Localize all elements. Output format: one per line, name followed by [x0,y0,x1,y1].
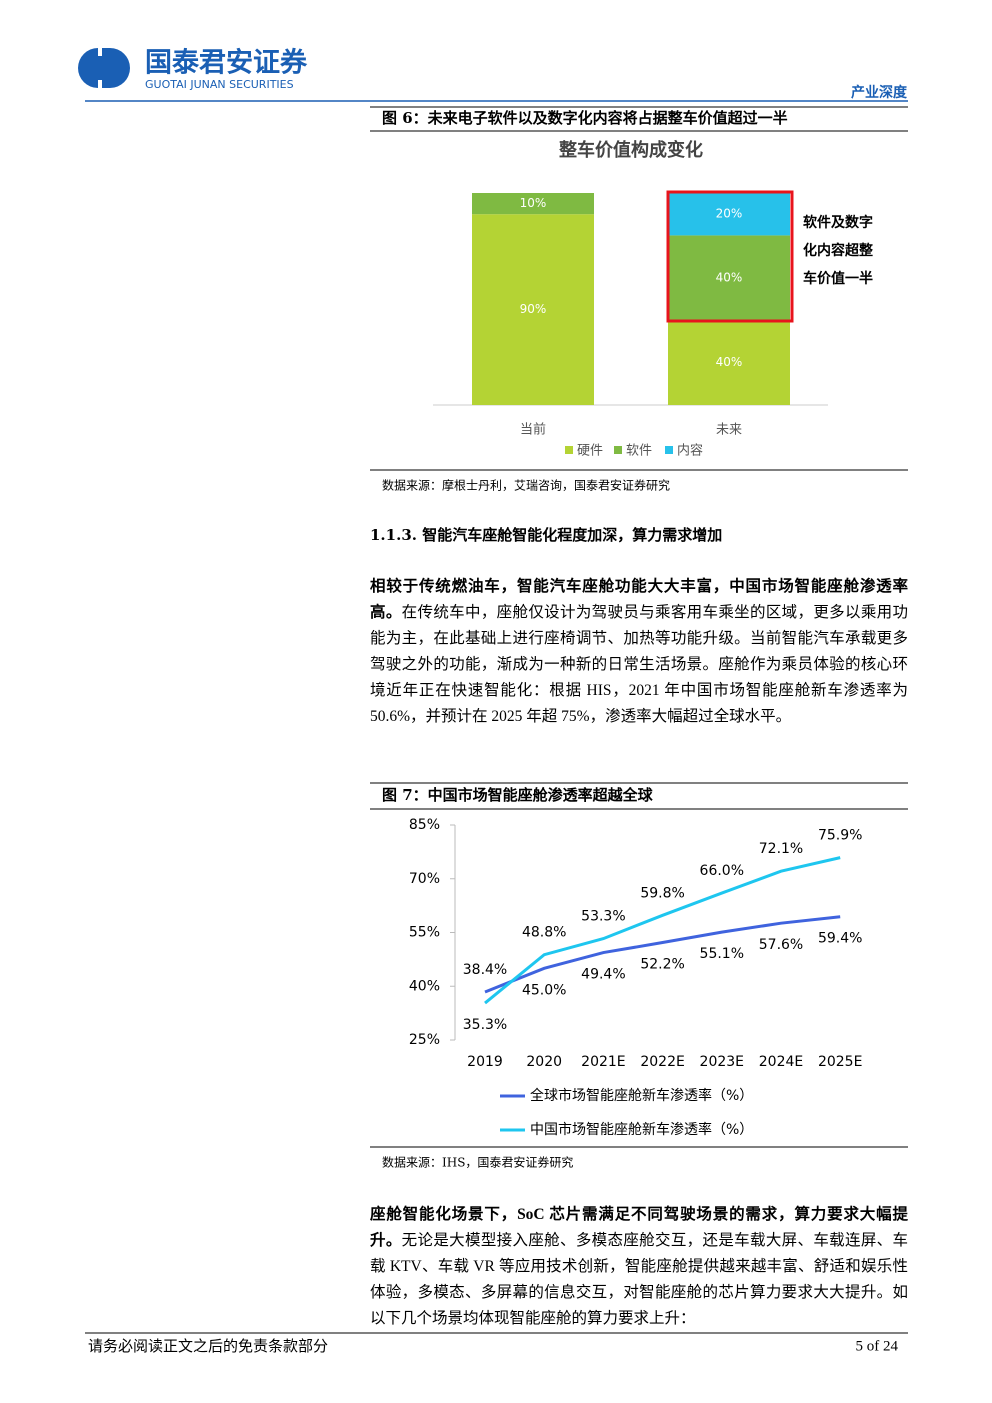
line [484,856,841,1005]
bar-segment [668,193,790,236]
value-label: 48.8% [522,925,566,941]
value-label: 75.9% [818,828,862,844]
tag: 产业深度 [851,84,908,101]
value-label: 35.3% [463,1017,507,1033]
legend-swatch [565,446,573,454]
section-heading: 1.1.3. 智能汽车座舱智能化程度加深，算力需求增加 [370,526,722,544]
annotation: 车价值一半 [803,270,873,287]
caption: 图 6：未来电子软件以及数字化内容将占据整车价值超过一半 [382,109,788,127]
value-label: 59.4% [818,931,862,947]
value-label: 90% [520,302,547,316]
value-label: 57.6% [759,937,803,953]
x-tick-label: 2020 [526,1054,562,1070]
y-tick-label: 70% [409,871,440,887]
line [484,915,841,994]
chart-title: 整车价值构成变化 [558,139,703,161]
bar-segment [668,320,790,405]
legend-label: 硬件 [577,444,603,459]
highlight-box [666,190,794,323]
source: 数据来源：摩根士丹利，艾瑞咨询，国泰君安证券研究 [382,478,670,493]
bar-segment [472,193,594,215]
x-tick-label: 2024E [759,1054,803,1070]
legend-label: 软件 [626,444,652,459]
paragraph: 相较于传统燃油车，智能汽车座舱功能大大丰富，中国市场智能座舱渗透率高。在传统车中… [370,574,908,730]
value-label: 55.1% [700,946,744,962]
lead: 座舱智能化场景下，SoC 芯片需满足不同驾驶场景的需求，算力要求大幅提升。 [370,1206,908,1249]
page-number: 5 of 24 [856,1338,899,1354]
value-label: 38.4% [463,962,507,978]
y-tick-label: 55% [409,925,440,941]
x-tick-label: 2025E [818,1054,862,1070]
lead: 相较于传统燃油车，智能汽车座舱功能大大丰富，中国市场智能座舱渗透率高。 [370,578,908,621]
legend-label: 全球市场智能座舱新车渗透率（%） [530,1087,753,1104]
legend-label: 中国市场智能座舱新车渗透率（%） [530,1121,753,1138]
value-label: 52.2% [640,957,684,973]
value-label: 40% [716,355,743,369]
caption: 图 7：中国市场智能座舱渗透率超越全球 [382,786,654,804]
y-tick-label: 25% [409,1032,440,1048]
paragraph: 座舱智能化场景下，SoC 芯片需满足不同驾驶场景的需求，算力要求大幅提升。无论是… [370,1202,908,1332]
bar-segment [668,235,790,321]
x-tick-label: 当前 [520,422,546,438]
logo [78,48,130,88]
value-label: 49.4% [581,967,625,983]
value-label: 40% [716,270,743,284]
legend-swatch [614,446,622,454]
body: 无论是大模型接入座舱、多模态座舱交互，还是车载大屏、车载连屏、车载 KTV、车载… [370,1232,908,1327]
value-label: 20% [716,207,743,221]
value-label: 66.0% [700,863,744,879]
legend-swatch [665,446,673,454]
annotation: 软件及数字 [803,214,873,231]
source: 数据来源：IHS，国泰君安证券研究 [382,1155,573,1170]
legend-label: 内容 [677,443,703,459]
disclaimer: 请务必阅读正文之后的免责条款部分 [88,1337,328,1355]
company-en: GUOTAI JUNAN SECURITIES [145,78,294,91]
x-tick-label: 2023E [700,1054,744,1070]
value-label: 10% [520,196,547,210]
y-tick-label: 85% [409,817,440,833]
value-label: 53.3% [581,909,625,925]
value-label: 45.0% [522,982,566,998]
company: 国泰君安证券 [145,47,308,79]
y-tick-label: 40% [409,978,440,994]
annotation: 化内容超整 [803,242,874,259]
value-label: 59.8% [640,885,684,901]
x-tick-label: 2022E [640,1054,684,1070]
bar-segment [472,214,594,405]
body: 在传统车中，座舱仅设计为驾驶员与乘客用车乘坐的区域，更多以乘用功能为主，在此基础… [370,604,908,725]
x-tick-label: 2019 [467,1054,503,1070]
value-label: 72.1% [759,841,803,857]
x-tick-label: 2021E [581,1054,625,1070]
x-tick-label: 未来 [716,423,742,438]
